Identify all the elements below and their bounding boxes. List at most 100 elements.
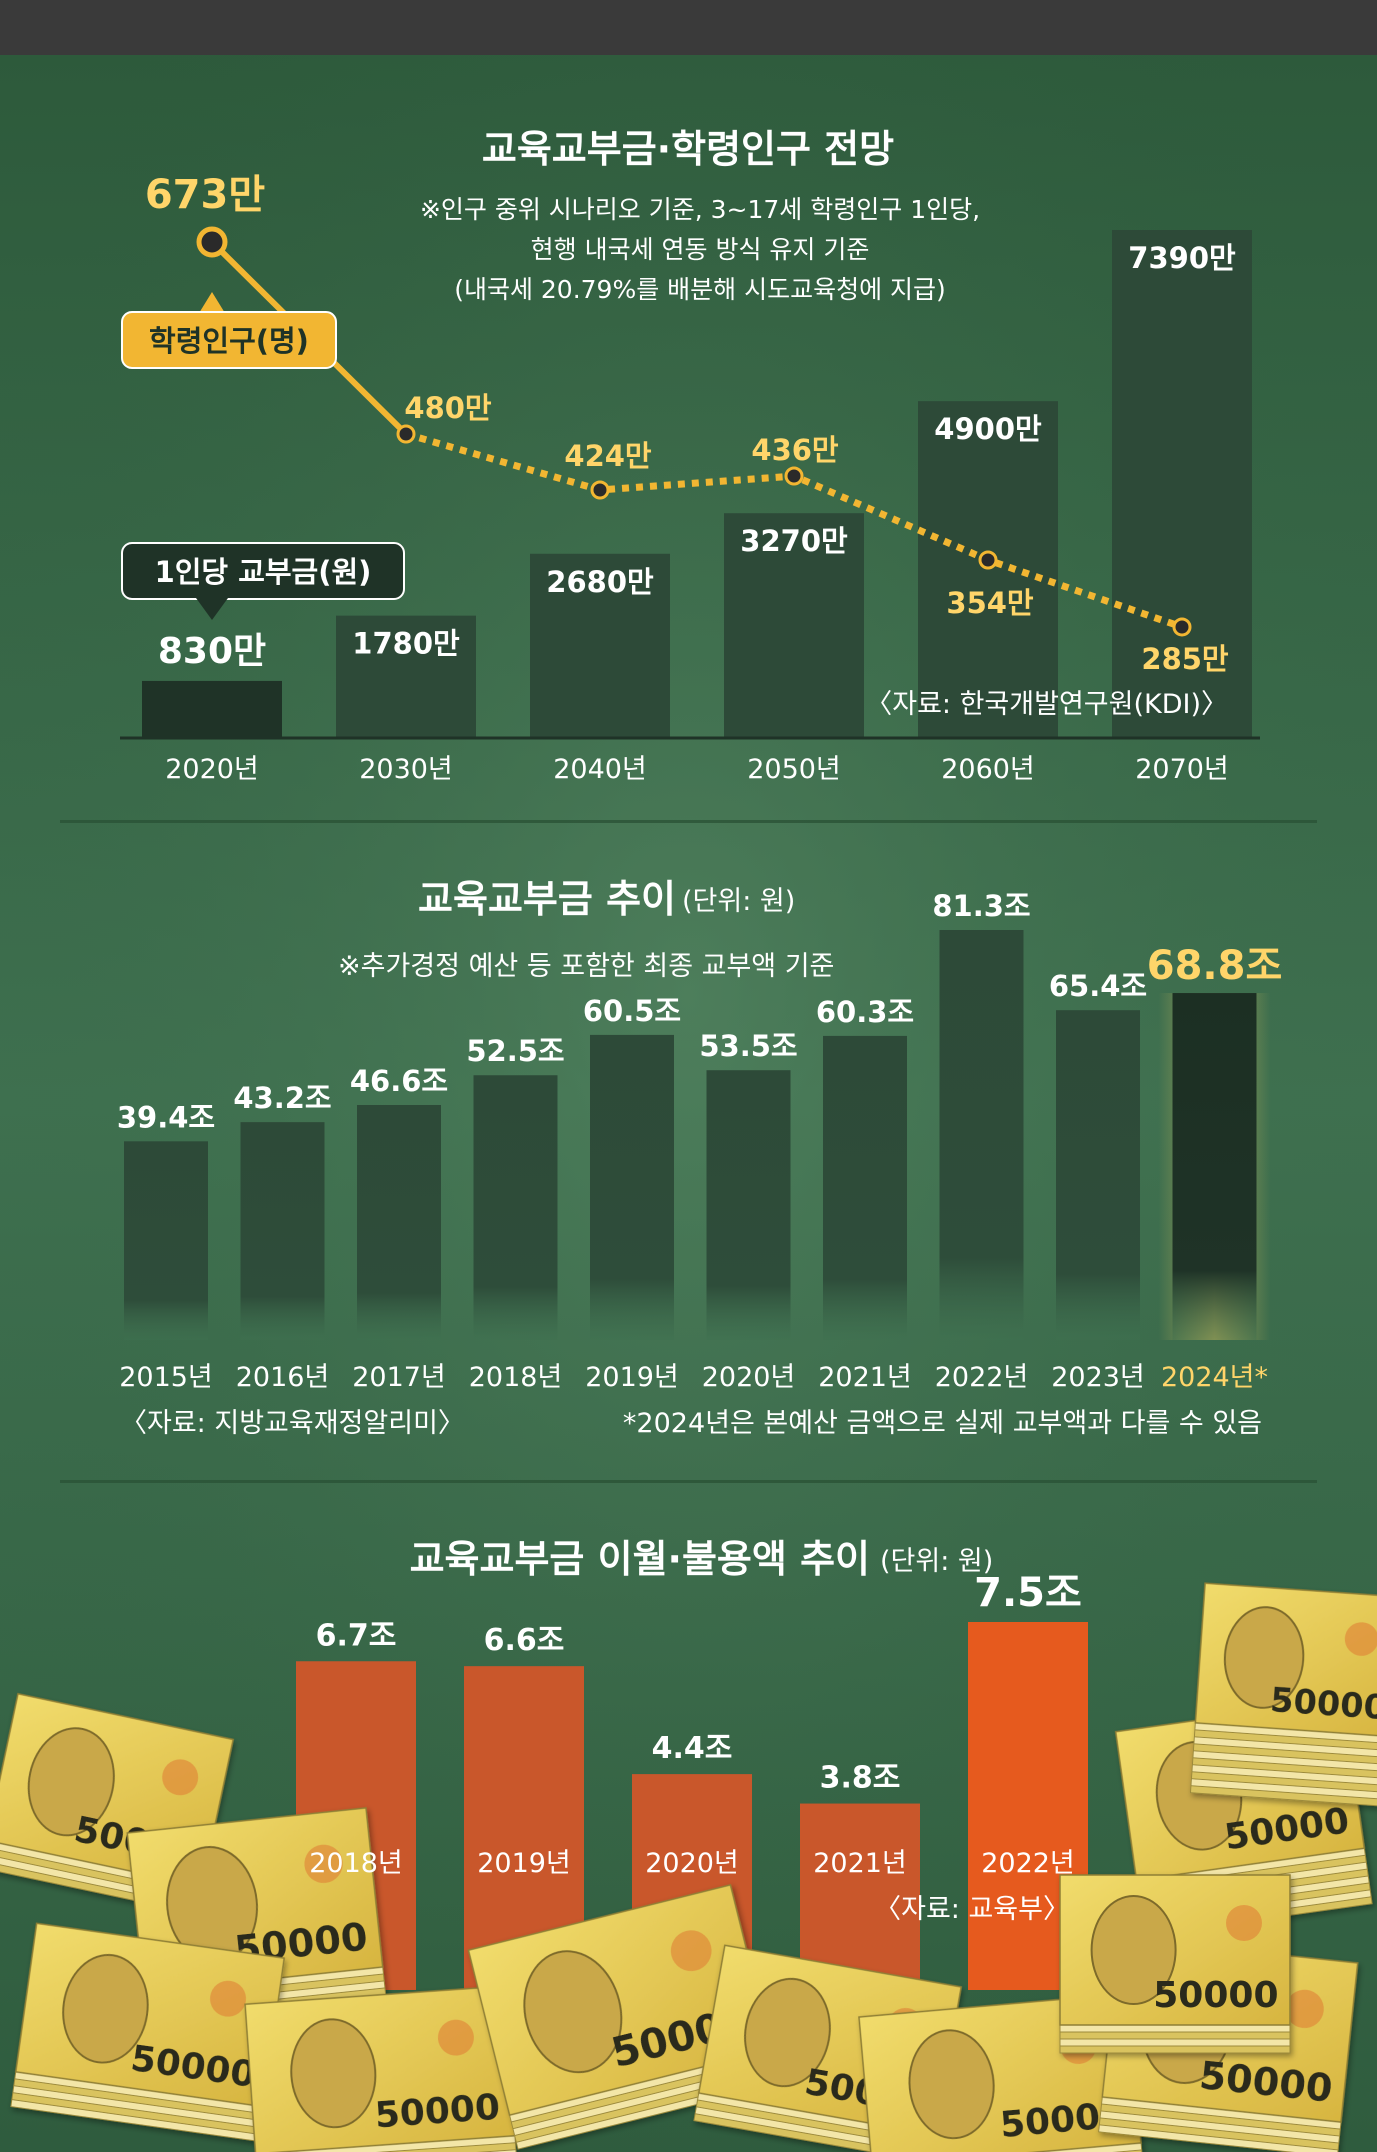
chart2-x-tick: 2024년* (1161, 1362, 1268, 1393)
banknote-value: 50000 (1269, 1680, 1377, 1727)
chart2-bar (1056, 1010, 1140, 1340)
chart1-line-legend-box (121, 311, 337, 369)
banknote-portrait (744, 1977, 831, 2088)
chart2-bar (706, 1070, 791, 1340)
banknote-portrait (523, 1950, 623, 2074)
banknote-seal (304, 1844, 343, 1884)
chart1-x-tick: 2050년 (747, 754, 841, 785)
banknote-seal (210, 1980, 247, 2017)
chart-carryover-labels: 교육교부금 이월·불용액 추이 (단위: 원) 6.7조 2018년 6.6조 2019년… (309, 1537, 1082, 1925)
chart2-bar (590, 1034, 674, 1340)
chart2-note: ※추가경정 예산 등 포함한 최종 교부액 기준 (338, 951, 834, 982)
chart1-bar-legend-label: 1인당 교부금(원) (155, 555, 372, 589)
chart2-x-tick: 2021년 (818, 1362, 912, 1393)
chart3-bar-label: 6.7조 (316, 1618, 397, 1653)
chart1-line-label: 424만 (564, 439, 652, 473)
chart1-bar-legend-pointer (196, 598, 228, 620)
banknote-value: 50000 (1153, 1975, 1278, 2016)
chart1-line-point (396, 424, 416, 444)
chart1-bar-label: 1780만 (352, 627, 460, 661)
chart3-title: 교육교부금 이월·불용액 추이 (410, 1537, 870, 1581)
chart1-bar (1112, 230, 1252, 738)
chart2-bar-label: 43.2조 (233, 1081, 331, 1115)
banknote-seal (1285, 1989, 1324, 2029)
chart1-bar (530, 553, 670, 738)
banknote-portrait (1223, 1606, 1305, 1709)
chart3-x-tick: 2021년 (813, 1848, 907, 1879)
banknote-seal (1226, 1905, 1262, 1941)
chart2-bar-label: 81.3조 (932, 889, 1030, 923)
chart2-footnote: *2024년은 본예산 금액으로 실제 교부액과 다를 수 있음 (623, 1408, 1262, 1439)
chart1-bar-label: 3270만 (740, 524, 848, 558)
chart1-source: 〈자료: 한국개발연구원(KDI)〉 (865, 689, 1228, 720)
chart1-title: 교육교부금·학령인구 전망 (482, 127, 894, 171)
banknote: 50000 (467, 1883, 781, 2150)
chart1-x-tick: 2020년 (165, 754, 259, 785)
chart1-bar-label: 7390만 (1128, 241, 1236, 275)
chart2-unit: (단위: 원) (682, 886, 795, 917)
chart2-bar-label: 53.5조 (699, 1029, 797, 1063)
chart1-x-tick: 2030년 (359, 754, 453, 785)
chart3-bar-label: 6.6조 (484, 1623, 565, 1658)
top-rail (0, 0, 1377, 55)
chart1-bar (724, 513, 864, 738)
chart1-line-label: 673만 (145, 172, 265, 218)
banknote-portrait (290, 2018, 377, 2129)
banknote-seal (670, 1930, 712, 1972)
chart1-line-point (590, 480, 610, 500)
chart1-bar (142, 680, 282, 738)
chart2-bar (823, 1035, 907, 1340)
chart3-bar-label: 3.8조 (820, 1761, 901, 1796)
chart1-line-label: 354만 (946, 586, 1034, 620)
chart1-bar (336, 615, 476, 738)
chart1-bar-label: 4900만 (934, 412, 1042, 446)
chart2-x-tick: 2020년 (702, 1362, 796, 1393)
chart2-x-tick: 2022년 (935, 1362, 1029, 1393)
chart3-x-tick: 2022년 (981, 1848, 1075, 1879)
chart3-x-tick: 2018년 (309, 1848, 403, 1879)
chart2-bar-label: 68.8조 (1147, 943, 1283, 989)
chart1-line-point (1172, 617, 1192, 637)
banknote: 50000 (126, 1807, 387, 2021)
banknote-value: 50000 (374, 2087, 502, 2137)
chart1-line-label: 480만 (404, 391, 492, 425)
chart2-x-tick: 2023년 (1051, 1362, 1145, 1393)
chart3-bar-label: 7.5조 (974, 1570, 1082, 1616)
chart2-bar-label: 39.4조 (117, 1100, 215, 1134)
chart3-bar (800, 1803, 920, 1990)
banknote: 50000 (1059, 1874, 1291, 2054)
chart3-bar-label: 4.4조 (652, 1731, 733, 1766)
chart1-note-2: 현행 내국세 연동 방식 유지 기준 (531, 235, 870, 264)
chart2-bar-label: 60.5조 (583, 994, 681, 1028)
chart2-bar (473, 1075, 558, 1340)
banknote-seal (162, 1759, 199, 1796)
chart2-bar (240, 1122, 325, 1340)
chart2-bar-label: 60.3조 (816, 995, 914, 1029)
banknote: 50000 (1189, 1582, 1377, 1808)
chart2-x-tick: 2015년 (119, 1362, 213, 1393)
chart2-x-tick: 2016년 (236, 1362, 330, 1393)
chart1-bar-legend-box (121, 542, 405, 600)
chart3-source: 〈자료: 교육부〉 (874, 1894, 1070, 1925)
chart2-bar (124, 1141, 208, 1340)
chart2-x-tick: 2018년 (469, 1362, 563, 1393)
banknote: 50000 (10, 1922, 286, 2142)
chart1-line-point (978, 550, 998, 570)
chart2-bar (939, 930, 1024, 1340)
chart1-x-tick: 2060년 (941, 754, 1035, 785)
chart2-bar (1172, 993, 1257, 1340)
chart1-line-label: 285만 (1141, 642, 1229, 676)
chart1-x-tick: 2040년 (553, 754, 647, 785)
chart1-note-3: (내국세 20.79%를 배분해 시도교육청에 지급) (454, 275, 946, 304)
chart1-bar-label: 830만 (158, 631, 266, 672)
banknote: 50000 (244, 1985, 518, 2152)
chart2-title: 교육교부금 추이 (418, 877, 676, 921)
chart1-note-1: ※인구 중위 시나리오 기준, 3~17세 학령인구 1인당, (420, 195, 980, 224)
banknote-portrait (62, 1953, 149, 2064)
chart1-line-point (784, 466, 804, 486)
chart2-bar-label: 46.6조 (350, 1064, 448, 1098)
banknote-seal (437, 2019, 474, 2056)
chart1-line-point (196, 226, 228, 258)
chart2-source: 〈자료: 지방교육재정알리미〉 (120, 1408, 465, 1439)
chart2-x-tick: 2019년 (585, 1362, 679, 1393)
